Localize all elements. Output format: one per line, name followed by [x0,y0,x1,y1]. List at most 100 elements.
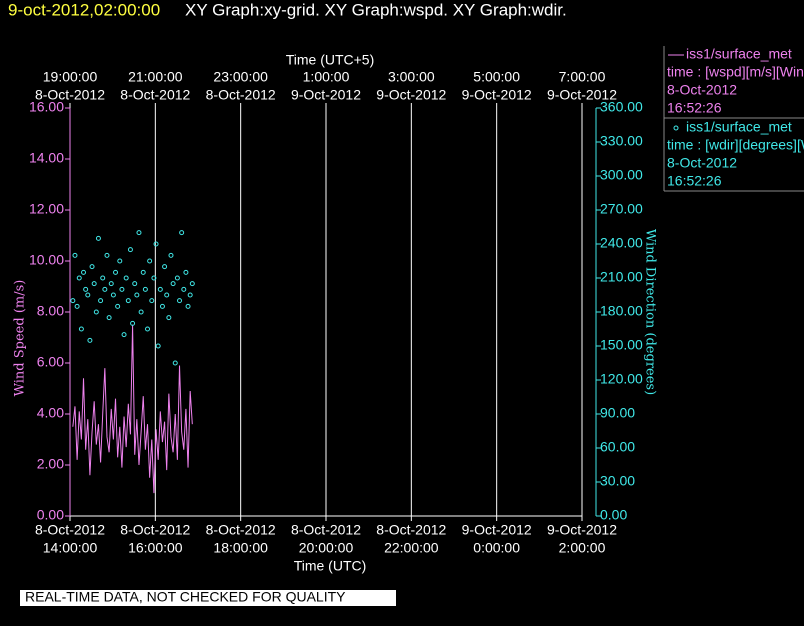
wind-direction-point [91,281,97,287]
x2-tick-label: 23:00:00 [213,69,268,85]
wind-direction-point [153,241,159,247]
wind-direction-point [147,258,153,264]
legend-name: iss1/surface_met [686,119,792,135]
wind-direction-point [121,332,127,338]
wind-direction-point [181,286,187,292]
header-graphs: XY Graph:xy-grid. XY Graph:wspd. XY Grap… [185,0,567,19]
wind-direction-point [164,292,170,298]
wind-direction-point [93,309,99,315]
x-tick-label: 9-Oct-2012 [547,522,617,538]
wind-direction-point [127,247,133,253]
x2-tick-label: 8-Oct-2012 [120,87,190,103]
wind-direction-point [98,298,104,304]
y2-tick-label: 300.00 [600,167,643,183]
wind-direction-point [134,292,140,298]
legend-detail: 8-Oct-2012 [667,155,737,171]
wind-direction-point [183,269,189,275]
y2-tick-label: 150.00 [600,337,643,353]
x-tick-label: 8-Oct-2012 [376,522,446,538]
x2-tick-label: 3:00:00 [388,69,435,85]
x2-tick-label: 9-Oct-2012 [547,87,617,103]
y2-tick-label: 120.00 [600,371,643,387]
wind-direction-point [100,275,106,281]
y2-tick-label: 0.00 [600,507,627,523]
wind-direction-point [172,360,178,366]
wind-direction-point [179,230,185,236]
y2-tick-label: 90.00 [600,405,635,421]
x-tick-label: 9-Oct-2012 [462,522,532,538]
x2-tick-label: 9-Oct-2012 [291,87,361,103]
wind-direction-point [104,252,110,258]
y-tick-label: 14.00 [29,150,64,166]
x-tick-label: 2:00:00 [559,540,606,556]
y2-tick-label: 210.00 [600,269,643,285]
wind-direction-point [159,303,165,309]
wind-direction-point [177,298,183,304]
wind-direction-point [119,286,125,292]
wind-direction-point [149,298,155,304]
y-tick-label: 4.00 [37,405,64,421]
y2-tick-label: 240.00 [600,235,643,251]
wind-direction-point [110,292,116,298]
legend-detail: time : [wdir][degrees][W [667,137,804,153]
y2-tick-label: 60.00 [600,439,635,455]
x-tick-label: 8-Oct-2012 [206,522,276,538]
y2-tick-label: 330.00 [600,133,643,149]
x-tick-label: 8-Oct-2012 [120,522,190,538]
wind-direction-point [189,281,195,287]
y2-tick-label: 180.00 [600,303,643,319]
wind-direction-point [123,275,129,281]
wind-direction-point [138,309,144,315]
wind-direction-point [87,337,93,343]
wind-direction-point [168,252,174,258]
wind-direction-point [125,298,131,304]
x2-tick-label: 1:00:00 [303,69,350,85]
wind-direction-point [157,286,163,292]
y2-tick-label: 30.00 [600,473,635,489]
wind-direction-point [72,252,78,258]
wind-direction-point [74,303,80,309]
x2-tick-label: 19:00:00 [43,69,98,85]
wind-direction-point [142,286,148,292]
wind-direction-point [108,281,114,287]
legend-detail: 8-Oct-2012 [667,82,737,98]
wind-direction-point [130,320,136,326]
wind-direction-point [187,292,193,298]
wind-direction-point [145,326,151,332]
wind-direction-point [115,303,121,309]
legend-detail: 16:52:26 [667,100,722,116]
wind-direction-point [78,326,84,332]
x-tick-label: 8-Oct-2012 [291,522,361,538]
y-tick-label: 2.00 [37,456,64,472]
wind-direction-point [85,292,91,298]
wind-direction-point [174,275,180,281]
x2-tick-label: 9-Oct-2012 [462,87,532,103]
x-tick-label: 14:00:00 [43,540,98,556]
y-tick-label: 10.00 [29,252,64,268]
wind-direction-point [162,264,168,270]
x-tick-label: 8-Oct-2012 [35,522,105,538]
y2-tick-label: 270.00 [600,201,643,217]
y2-tick-label: 360.00 [600,99,643,115]
y-axis-title: Wind Speed (m/s) [13,280,28,397]
wind-direction-point [140,269,146,275]
legend-detail: time : [wspd][m/s][Wind [667,64,804,80]
x-axis-title: Time (UTC) [294,558,367,574]
wind-direction-point [155,343,161,349]
wind-direction-point [106,315,112,321]
y-tick-label: 6.00 [37,354,64,370]
x-tick-label: 20:00:00 [299,540,354,556]
x2-tick-label: 5:00:00 [473,69,520,85]
x-tick-label: 18:00:00 [213,540,268,556]
legend: iss1/surface_met time : [wspd][m/s][Wind 8… [667,46,804,189]
x2-tick-label: 8-Oct-2012 [35,87,105,103]
wind-direction-point [83,286,89,292]
wind-direction-point [151,275,157,281]
wind-direction-point [113,269,119,275]
y-tick-label: 16.00 [29,99,64,115]
wind-direction-point [185,303,191,309]
wind-direction-point [89,264,95,270]
footer: REAL-TIME DATA, NOT CHECKED FOR QUALITY [25,589,346,605]
x2-tick-label: 21:00:00 [128,69,183,85]
